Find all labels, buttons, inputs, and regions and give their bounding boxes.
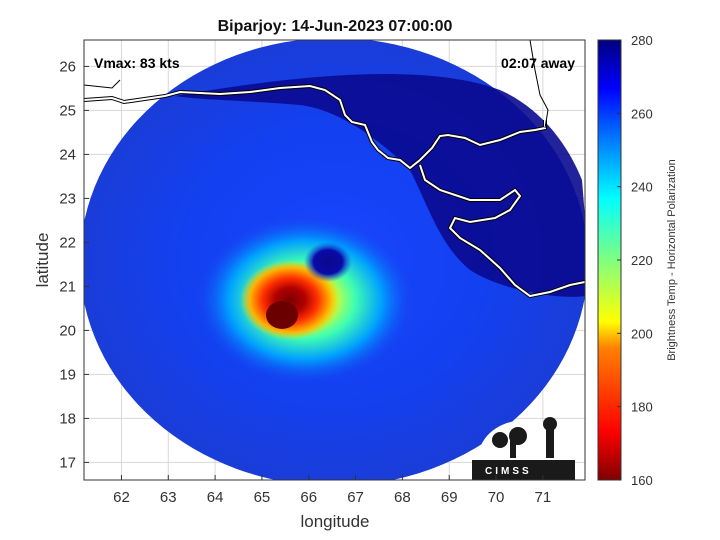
logo-text: CIMSS bbox=[485, 466, 532, 477]
colorbar-tick-label: 280 bbox=[631, 33, 653, 48]
x-tick-label: 67 bbox=[347, 489, 364, 506]
border-line-east bbox=[529, 40, 549, 129]
time-away-annotation: 02:07 away bbox=[501, 55, 575, 71]
colorbar-tick-label: 260 bbox=[631, 106, 653, 121]
land-region bbox=[175, 73, 585, 297]
x-tick-label: 62 bbox=[113, 489, 130, 506]
y-axis-label: latitude bbox=[33, 233, 52, 288]
y-tick-label: 20 bbox=[59, 322, 76, 339]
x-tick-label: 70 bbox=[488, 489, 505, 506]
x-tick-label: 65 bbox=[254, 489, 271, 506]
vmax-annotation: Vmax: 83 kts bbox=[94, 55, 180, 71]
coastline bbox=[84, 84, 546, 170]
border-line bbox=[84, 79, 121, 89]
x-tick-label: 64 bbox=[207, 489, 224, 506]
y-tick-label: 19 bbox=[59, 366, 76, 383]
colorbar-tick-label: 220 bbox=[631, 253, 653, 268]
x-tick-label: 63 bbox=[160, 489, 177, 506]
x-tick-label: 69 bbox=[441, 489, 458, 506]
y-tick-label: 18 bbox=[59, 410, 76, 427]
map-panel: CIMSS bbox=[84, 40, 585, 480]
y-tick-label: 26 bbox=[59, 58, 76, 75]
colorbar-label: Brightness Temp - Horizontal Polarizatio… bbox=[666, 159, 678, 361]
coldest-cloud-tops bbox=[266, 301, 298, 329]
colorbar-tick-label: 200 bbox=[631, 326, 653, 341]
x-axis: 62 63 64 65 66 67 68 69 70 71 bbox=[113, 475, 551, 506]
x-tick-label: 66 bbox=[300, 489, 317, 506]
y-tick-label: 24 bbox=[59, 146, 76, 163]
axes-frame bbox=[83, 39, 586, 481]
colorbar-tick-label: 180 bbox=[631, 400, 653, 415]
colorbar-ticks: 160 180 200 220 240 260 280 bbox=[617, 33, 653, 488]
storm-eye bbox=[304, 242, 352, 282]
cimss-logo: CIMSS bbox=[472, 417, 575, 480]
y-tick-label: 17 bbox=[59, 454, 76, 471]
colorbar: 160 180 200 220 240 260 280 Brightness Temp - … bbox=[597, 33, 678, 488]
chart-title: Biparjoy: 14-Jun-2023 07:00:00 bbox=[218, 18, 453, 35]
y-axis: 17 18 19 20 21 22 23 24 25 26 bbox=[59, 58, 89, 471]
x-tick-label: 68 bbox=[394, 489, 411, 506]
y-tick-label: 23 bbox=[59, 190, 76, 207]
colorbar-tick-label: 160 bbox=[631, 473, 653, 488]
storm-cold-core bbox=[240, 260, 340, 340]
y-tick-label: 22 bbox=[59, 234, 76, 251]
colorbar-tick-label: 240 bbox=[631, 180, 653, 195]
y-tick-label: 21 bbox=[59, 278, 76, 295]
gujarat-coast bbox=[419, 164, 585, 298]
y-tick-label: 25 bbox=[59, 102, 76, 119]
x-axis-label: longitude bbox=[300, 512, 369, 531]
x-tick-label: 71 bbox=[535, 489, 552, 506]
